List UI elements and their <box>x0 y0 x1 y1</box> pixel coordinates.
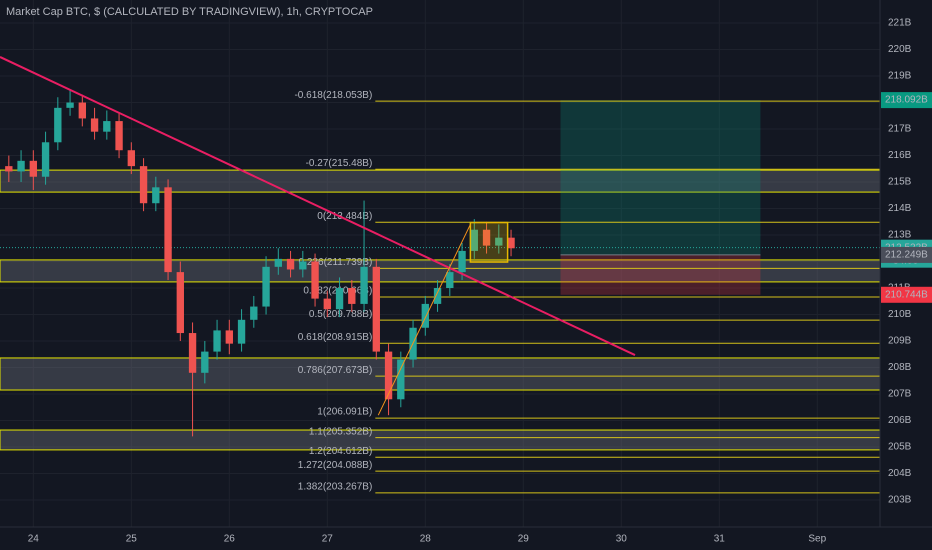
chart-title: Market Cap BTC, $ (CALCULATED BY TRADING… <box>6 6 373 18</box>
fib-label: -0.27(215.48B) <box>306 158 373 169</box>
candle-body <box>164 187 172 273</box>
candle-body <box>421 303 429 328</box>
fib-label: 0.5(209.788B) <box>309 309 372 320</box>
y-tick-label: 208B <box>888 362 912 373</box>
price-label: 218.092B <box>885 95 928 106</box>
y-tick-label: 207B <box>888 389 912 400</box>
candle-body <box>90 118 99 132</box>
trendline <box>0 56 636 356</box>
zone <box>0 429 881 451</box>
y-tick-label: 205B <box>888 442 912 453</box>
y-tick-label: 209B <box>888 336 912 347</box>
fib-label: 1(206.091B) <box>317 407 372 418</box>
candle-body <box>384 351 393 400</box>
fib-label: 0(213.484B) <box>317 211 372 222</box>
price-label-bg <box>881 92 932 109</box>
y-tick-label: 219B <box>888 71 912 82</box>
candle-body <box>225 330 233 344</box>
candle-body <box>335 288 344 310</box>
y-tick-label: 215B <box>888 177 912 188</box>
candle-body <box>360 266 368 304</box>
candle-body <box>446 272 454 289</box>
y-tick-label: 221B <box>888 18 912 29</box>
price-label: 212.249B <box>885 250 928 261</box>
candle-body <box>274 258 282 267</box>
y-tick-label: 213B <box>888 230 912 241</box>
candle-body <box>458 250 466 273</box>
trendline <box>377 224 471 416</box>
x-tick-label: 29 <box>518 534 530 545</box>
x-tick-label: 28 <box>420 534 432 545</box>
candle-body <box>41 142 50 177</box>
candle-body <box>372 266 380 352</box>
candle-body <box>507 237 515 249</box>
candle-body <box>470 229 478 251</box>
fib-label: 1.2(204.612B) <box>309 446 372 457</box>
candle-body <box>115 121 123 151</box>
candle-body <box>250 306 258 320</box>
y-tick-label: 210B <box>888 309 912 320</box>
price-label-bg <box>881 246 932 263</box>
candle-body <box>176 272 184 334</box>
x-tick-label: 30 <box>616 534 628 545</box>
y-tick-label: 206B <box>888 415 912 426</box>
fib-label: 1.272(204.088B) <box>298 460 373 471</box>
fib-label: 1.1(205.352B) <box>309 426 372 437</box>
fib-label: -0.618(218.053B) <box>294 90 372 101</box>
fib-label: 1.382(203.267B) <box>298 482 373 493</box>
x-tick-label: 31 <box>714 534 726 545</box>
candle-body <box>286 258 295 270</box>
candle-body <box>213 330 221 352</box>
candle-body <box>397 359 405 400</box>
x-tick-label: Sep <box>808 534 826 545</box>
position-stop <box>560 254 761 295</box>
candle-body <box>495 237 503 246</box>
price-label-bg <box>881 286 932 303</box>
candle-body <box>17 160 25 172</box>
price-label: 210.744B <box>885 289 928 300</box>
candle-body <box>66 102 74 108</box>
candle-body <box>188 333 197 373</box>
plot-area: -0.618(218.053B) -0.27(215.48B) 0(213.484B… <box>0 0 881 527</box>
candle-body <box>54 107 62 143</box>
candle-body <box>237 319 246 344</box>
position-target <box>560 100 761 255</box>
zone <box>0 357 881 391</box>
y-tick-label: 217B <box>888 124 912 135</box>
y-tick-label: 203B <box>888 495 912 506</box>
candle-body <box>299 261 307 270</box>
candle-body <box>29 160 37 177</box>
candle-body <box>311 261 319 299</box>
x-tick-label: 27 <box>322 534 334 545</box>
y-tick-label: 214B <box>888 203 912 214</box>
x-tick-label: 26 <box>224 534 236 545</box>
candle-body <box>433 288 442 304</box>
candle-body <box>201 351 209 373</box>
candle-body <box>323 298 331 310</box>
y-tick-label: 216B <box>888 150 912 161</box>
x-tick-label: 25 <box>126 534 138 545</box>
candle-body <box>103 121 111 132</box>
y-tick-label: 220B <box>888 44 912 55</box>
candle-body <box>482 229 491 246</box>
fib-label: 0.236(211.739B) <box>299 257 373 268</box>
candle-body <box>78 102 86 119</box>
candle-body <box>127 150 135 167</box>
candle-body <box>139 166 148 204</box>
fib-label: 0.618(208.915B) <box>298 332 373 343</box>
x-tick-label: 24 <box>28 534 40 545</box>
candle-body <box>152 187 160 204</box>
candle-body <box>5 166 13 172</box>
candle-body <box>262 266 270 307</box>
highlight-box <box>469 221 509 263</box>
candle-body <box>348 288 356 304</box>
y-tick-label: 204B <box>888 468 912 479</box>
fib-label: 0.786(207.673B) <box>298 365 373 376</box>
